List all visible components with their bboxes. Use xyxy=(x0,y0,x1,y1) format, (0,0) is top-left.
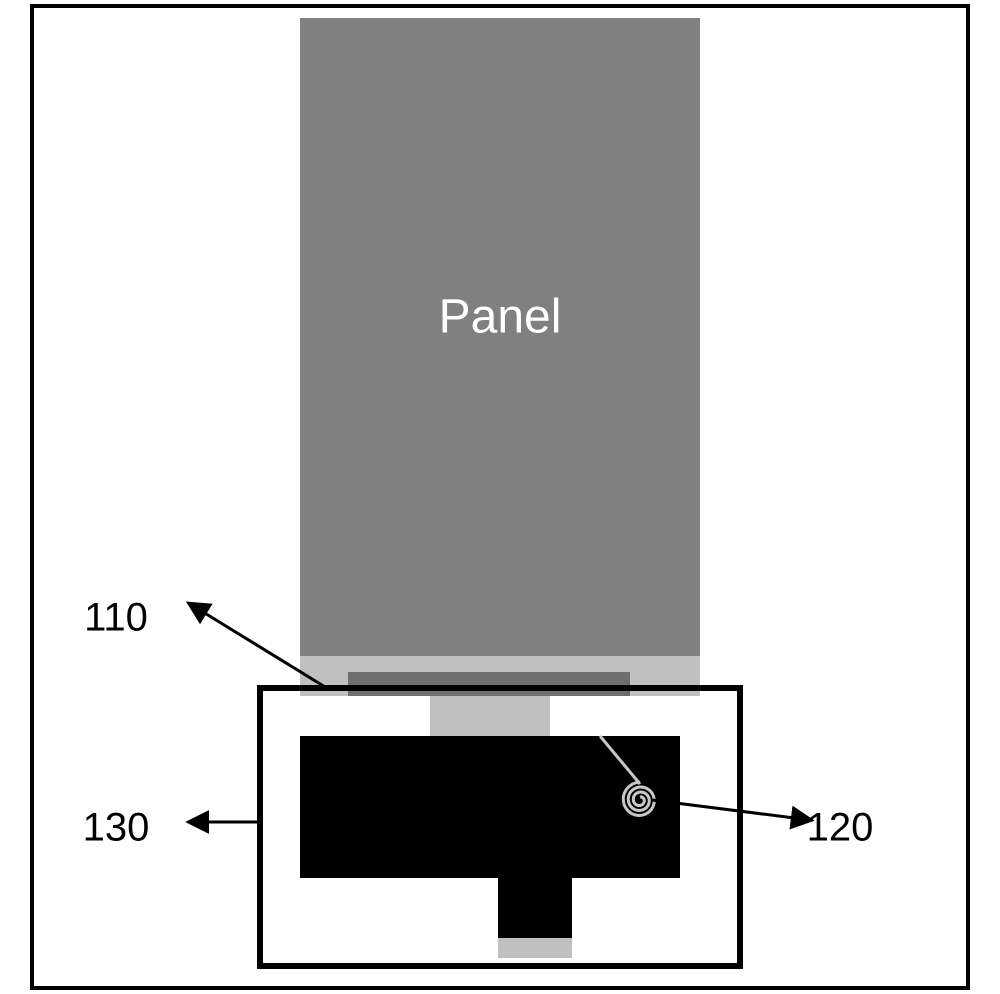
driver-chip xyxy=(348,672,630,696)
fpc-tail xyxy=(498,878,572,938)
panel-label: Panel xyxy=(439,291,562,344)
label-130: 130 xyxy=(83,806,150,850)
fpc-neck xyxy=(430,696,550,736)
label-110: 110 xyxy=(84,596,148,640)
fpc-body xyxy=(300,736,680,878)
label-120: 120 xyxy=(807,806,874,850)
fpc-tail-connector xyxy=(498,938,572,958)
